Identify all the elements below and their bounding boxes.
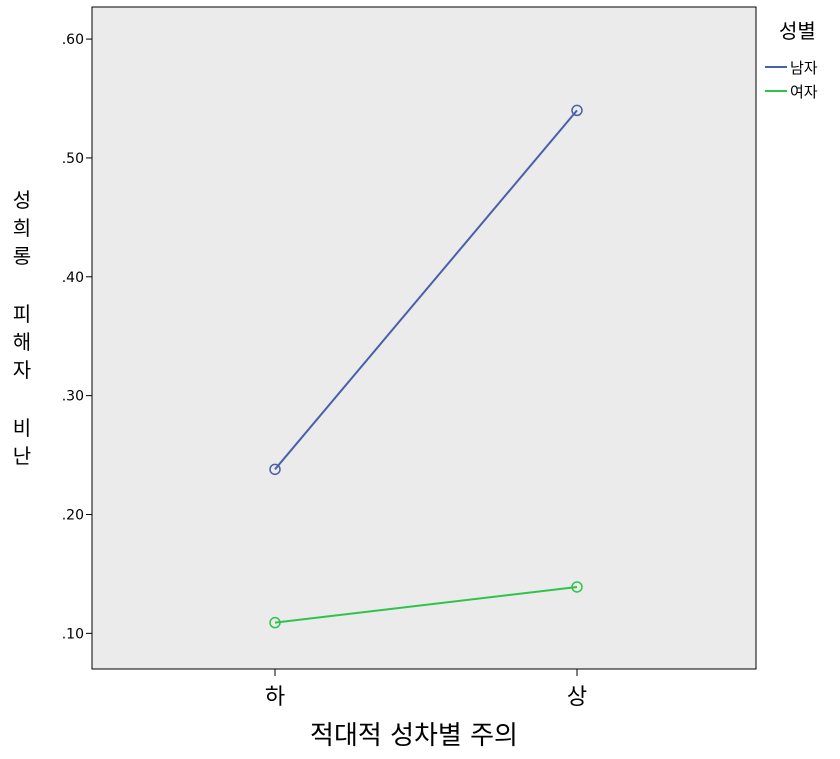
legend-label: 남자 (790, 59, 818, 77)
legend-title: 성별 (779, 19, 816, 43)
data-point (269, 463, 281, 476)
x-axis-label: 적대적 성차별 주의 (310, 721, 518, 751)
y-tick-label: .40 (62, 270, 84, 286)
y-axis: .10 .20 .30 .40 .50 .60 (62, 32, 92, 642)
y-tick-label: .20 (62, 507, 84, 523)
data-point (571, 104, 583, 117)
y-tick-label: .60 (62, 32, 84, 48)
y-tick-label: .30 (62, 389, 84, 405)
y-axis-label: 성 희 롱피 해 자비 난 (13, 188, 31, 468)
x-tick-label: 하 (265, 685, 285, 710)
plot-area (91, 6, 757, 670)
series-line (274, 109, 578, 470)
series-line (274, 585, 578, 624)
y-tick-label: .50 (62, 151, 84, 167)
data-point (571, 581, 583, 593)
legend-label: 여자 (790, 83, 818, 101)
x-tick-label: 상 (567, 685, 587, 710)
y-tick-label: .10 (62, 626, 84, 642)
data-point (269, 616, 281, 629)
series-layer (269, 104, 583, 629)
